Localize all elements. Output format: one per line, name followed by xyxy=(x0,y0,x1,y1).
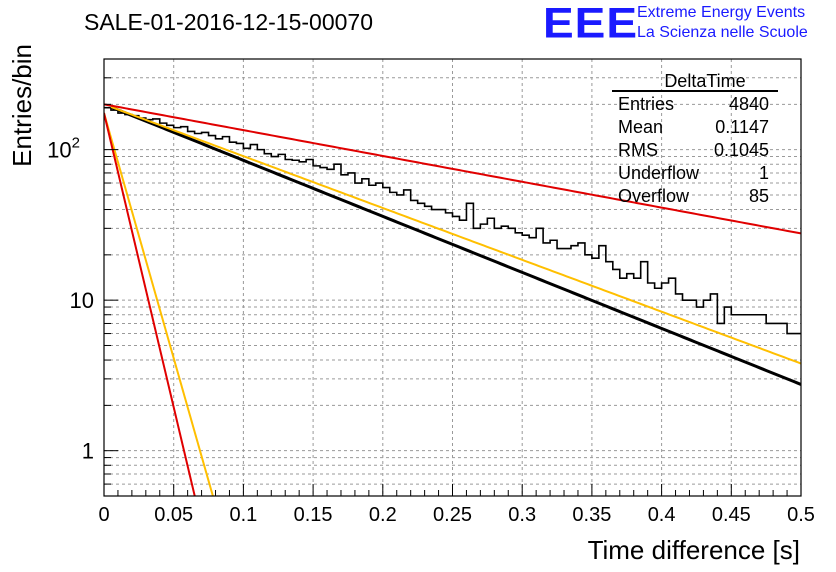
fit-curve xyxy=(104,103,801,235)
x-tick-label: 0.45 xyxy=(712,504,751,526)
stats-value: 1 xyxy=(759,163,769,183)
run-title: SALE-01-2016-12-15-00070 xyxy=(84,9,373,35)
x-tick-label: 0.2 xyxy=(369,504,397,526)
plot-frame xyxy=(103,58,802,497)
fit-curves xyxy=(104,103,801,496)
histogram-outline xyxy=(104,106,801,335)
axes: 0 0.05 0.1 0.15 0.2 0.25 0.3 0.35 0.4 0.45 0.5 1 10 1… xyxy=(47,58,815,526)
y-tick-label: 102 xyxy=(47,135,80,163)
stats-label: Underflow xyxy=(618,163,700,183)
x-tick-label: 0 xyxy=(98,504,109,526)
x-tick-label: 0.5 xyxy=(787,504,815,526)
x-tick-label: 0.4 xyxy=(648,504,676,526)
eee-logo-line1: Extreme Energy Events xyxy=(637,4,806,21)
stats-label: Mean xyxy=(618,117,663,137)
stats-value: 85 xyxy=(749,186,769,206)
stats-title: DeltaTime xyxy=(664,71,745,91)
x-axis-label: Time difference [s] xyxy=(588,535,800,565)
histogram-bars xyxy=(104,106,801,335)
x-tick-label: 0.35 xyxy=(572,504,611,526)
x-tick-label: 0.1 xyxy=(229,504,257,526)
y-axis-label: Entries/bin xyxy=(7,44,37,167)
eee-logo: EEE xyxy=(543,0,639,47)
x-tick-label: 0.05 xyxy=(154,504,193,526)
eee-logo-line2: La Scienza nelle Scuole xyxy=(637,24,808,41)
stats-label: Entries xyxy=(618,94,674,114)
stats-value: 4840 xyxy=(729,94,769,114)
stats-value: 0.1045 xyxy=(714,140,769,160)
fit-curve xyxy=(104,112,196,496)
stats-value: 0.1147 xyxy=(715,117,769,137)
stats-label: RMS xyxy=(618,140,658,160)
stats-box: DeltaTime Entries 4840 Mean 0.1147 RMS 0.1045 U… xyxy=(612,71,778,206)
fit-curve xyxy=(110,105,801,365)
fit-curve xyxy=(104,112,214,496)
y-tick-label: 10 xyxy=(70,288,94,313)
stats-label: Overflow xyxy=(618,186,690,206)
y-tick-label: 1 xyxy=(82,439,94,464)
fit-curve xyxy=(110,105,801,386)
grid xyxy=(103,58,802,497)
x-tick-label: 0.15 xyxy=(294,504,333,526)
x-tick-label: 0.25 xyxy=(433,504,472,526)
x-tick-label: 0.3 xyxy=(508,504,536,526)
